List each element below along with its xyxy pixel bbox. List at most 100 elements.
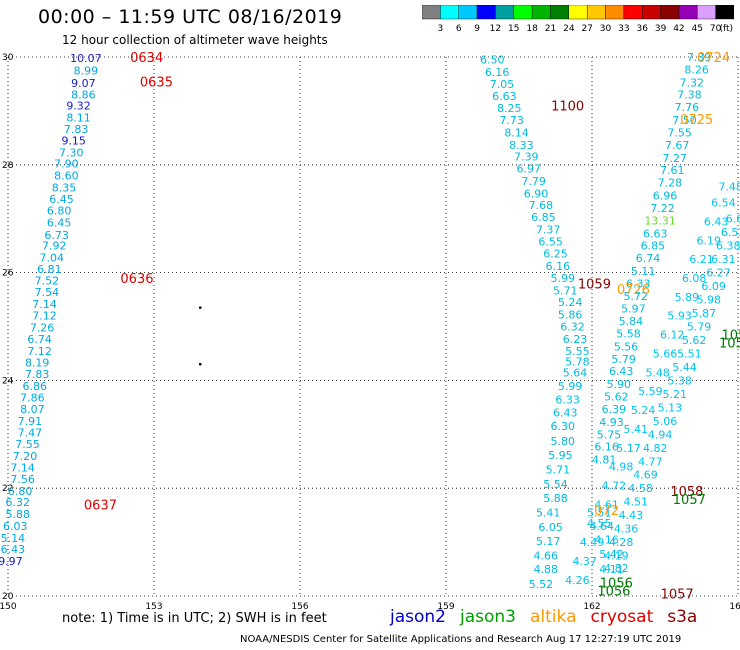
wave-height-value: 5.52	[529, 578, 554, 591]
wave-height-value: 6.54	[711, 197, 736, 210]
wave-height-value: 8.86	[71, 89, 96, 102]
wave-height-value: 7.05	[490, 78, 515, 91]
wave-height-value: 5.42	[599, 548, 624, 561]
wave-height-value: 4.77	[638, 455, 663, 468]
wave-height-value: 5.71	[546, 463, 571, 476]
y-tick-label: 22	[2, 484, 13, 494]
wave-height-value: 6.43	[609, 365, 634, 378]
wave-height-value: 7.37	[536, 223, 561, 236]
wave-height-value: 6.25	[543, 248, 568, 261]
wave-height-value: 5.78	[565, 356, 590, 369]
pass-time-label: 0726	[617, 283, 650, 298]
data-point-marker	[198, 306, 202, 309]
wave-height-value: 7.32	[680, 76, 705, 89]
legend-altika: altika	[530, 607, 577, 627]
wave-height-value: 6.32	[560, 321, 585, 334]
wave-height-value: 7.14	[32, 298, 57, 311]
pass-time-label: 0637	[84, 498, 117, 513]
pass-time-label: 1056	[597, 585, 630, 600]
x-tick-label: 165	[729, 602, 740, 612]
wave-height-value: 5.99	[551, 272, 576, 285]
wave-height-value: 7.26	[30, 322, 55, 335]
wave-height-value: 5.97	[621, 303, 646, 316]
wave-height-value: 6.23	[563, 333, 588, 346]
y-tick-label: 24	[2, 376, 14, 386]
legend-cryosat: cryosat	[590, 607, 654, 627]
wave-height-value: 9.15	[61, 135, 86, 148]
pass-time-label: 0634	[130, 51, 163, 66]
pass-time-label: 1058	[721, 329, 740, 344]
wave-height-value: 4.64	[589, 520, 614, 533]
wave-height-value: 6.38	[716, 240, 740, 253]
wave-height-value: 5.79	[687, 321, 712, 334]
wave-height-value: 9.97	[0, 555, 23, 568]
x-tick-label: 153	[145, 602, 162, 612]
pass-time-label: 072	[594, 504, 619, 519]
footnote: note: 1) Time is in UTC; 2) SWH is in fe…	[62, 611, 327, 626]
wave-height-value: 9.32	[66, 100, 91, 113]
wave-height-value: 6.90	[524, 187, 549, 200]
wave-height-value: 4.16	[594, 533, 619, 546]
wave-height-value: 8.11	[66, 111, 91, 124]
wave-height-value: 4.69	[633, 469, 658, 482]
wave-height-value: 6.43	[553, 407, 578, 420]
wave-height-value: 5.99	[558, 380, 583, 393]
wave-height-value: 7.83	[25, 368, 50, 381]
credit-line: NOAA/NESDIS Center for Satellite Applica…	[240, 634, 682, 645]
legend-s3a: s3a	[667, 607, 698, 627]
wave-height-value: 5.71	[553, 284, 578, 297]
wave-height-value: 6.12	[660, 329, 685, 342]
wave-height-value: 7.14	[10, 462, 35, 475]
wave-height-value: 4.51	[624, 496, 649, 509]
wave-height-value: 5.21	[662, 388, 687, 401]
wave-height-value: 7.56	[10, 473, 35, 486]
wave-height-value: 5.11	[631, 265, 656, 278]
x-tick-label: 150	[0, 602, 17, 612]
wave-height-value: 5.44	[672, 361, 697, 374]
wave-height-value: 9.07	[71, 77, 96, 90]
wave-height-value: 7.68	[529, 199, 554, 212]
wave-height-value: 6.80	[47, 205, 72, 218]
pass-time-label: 0635	[140, 75, 173, 90]
wave-height-value: 5.93	[667, 310, 692, 323]
wave-height-value: 7.83	[64, 123, 89, 136]
wave-height-value: 6.85	[531, 211, 556, 224]
wave-height-value: 5.90	[607, 378, 632, 391]
wave-height-value: 4.55	[587, 517, 612, 530]
wave-height-value: 4.88	[534, 563, 559, 576]
scale-value: 6	[456, 24, 462, 34]
wave-height-value: 5.17	[536, 535, 561, 548]
scale-value: 15	[508, 24, 519, 34]
wave-height-value: 4.94	[648, 428, 673, 441]
wave-height-value: 5.51	[677, 347, 702, 360]
wave-height-value: 7.50	[672, 114, 697, 127]
wave-height-value: 5.24	[558, 296, 583, 309]
pass-time-label: 1057	[673, 493, 706, 508]
wave-height-value: 6.73	[44, 229, 69, 242]
wave-height-value: 6.19	[697, 234, 722, 247]
scale-value: 24	[563, 24, 575, 34]
wave-height-value: 6.31	[711, 253, 736, 266]
wave-height-value: 6.43	[1, 543, 26, 556]
wave-height-value: 7.55	[15, 438, 40, 451]
wave-height-value: 6.16	[594, 441, 619, 454]
wave-height-value: 4.82	[604, 562, 629, 575]
wave-height-value: 8.35	[52, 181, 77, 194]
wave-height-value: 7.39	[687, 51, 712, 64]
wave-height-value: 7.47	[18, 427, 43, 440]
wave-height-value: 6.65	[726, 213, 740, 226]
scale-value: 9	[474, 24, 480, 34]
wave-height-value: 4.98	[609, 461, 634, 474]
wave-height-value: 6.50	[480, 54, 505, 67]
y-tick-label: 20	[2, 592, 14, 602]
scale-value: 36	[637, 24, 649, 34]
wave-height-value: 5.84	[619, 315, 644, 328]
wave-height-value: 4.36	[614, 523, 639, 536]
wave-height-value: 5.62	[682, 334, 707, 347]
wave-height-value: 6.55	[538, 235, 563, 248]
wave-height-value: 6.74	[636, 252, 661, 265]
wave-height-value: 7.12	[32, 310, 57, 323]
wave-height-value: 6.45	[49, 193, 74, 206]
wave-height-value: 8.60	[54, 170, 79, 183]
scale-swatch	[715, 5, 734, 20]
